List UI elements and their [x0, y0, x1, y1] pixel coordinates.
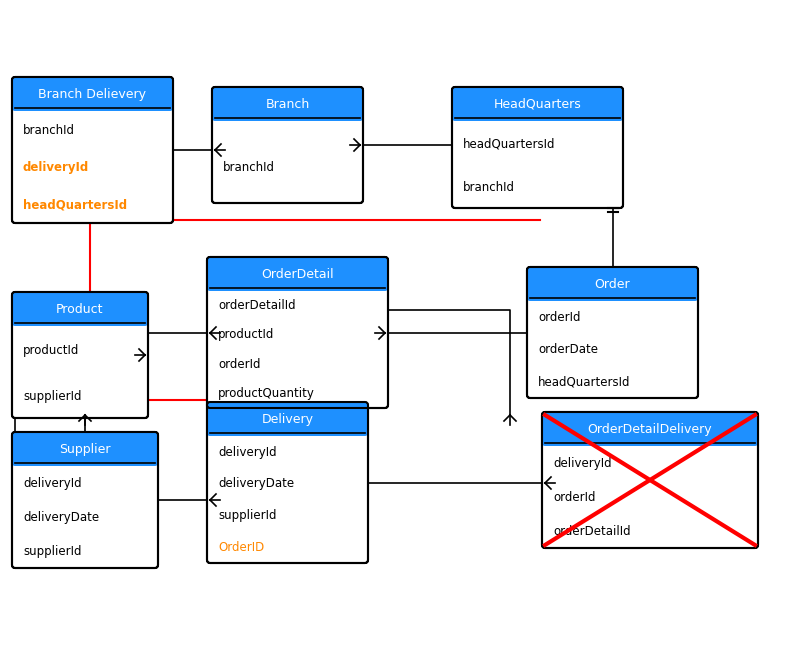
Text: orderDate: orderDate — [538, 343, 598, 356]
FancyBboxPatch shape — [527, 267, 698, 301]
FancyBboxPatch shape — [207, 257, 388, 408]
Text: branchId: branchId — [463, 181, 515, 194]
Text: headQuartersId: headQuartersId — [538, 375, 630, 389]
Text: Delivery: Delivery — [261, 412, 314, 426]
Text: Product: Product — [56, 302, 104, 316]
FancyBboxPatch shape — [212, 87, 363, 203]
Text: supplierId: supplierId — [23, 390, 82, 403]
Text: orderDetailId: orderDetailId — [218, 299, 295, 312]
FancyBboxPatch shape — [212, 87, 363, 121]
Text: orderId: orderId — [218, 357, 261, 371]
Text: deliveryId: deliveryId — [23, 161, 89, 174]
Text: Order: Order — [595, 278, 630, 290]
Text: deliveryDate: deliveryDate — [23, 511, 99, 524]
Text: Supplier: Supplier — [59, 442, 111, 455]
Text: deliveryId: deliveryId — [23, 477, 82, 490]
Bar — [530, 270, 695, 298]
FancyBboxPatch shape — [12, 77, 173, 111]
Bar — [15, 295, 145, 323]
FancyBboxPatch shape — [527, 267, 698, 398]
Bar — [215, 90, 360, 118]
FancyBboxPatch shape — [12, 292, 148, 418]
Text: headQuartersId: headQuartersId — [463, 138, 555, 151]
Text: HeadQuarters: HeadQuarters — [493, 97, 581, 111]
Bar — [15, 80, 170, 108]
Text: orderId: orderId — [538, 311, 581, 324]
Text: productId: productId — [218, 328, 274, 341]
Text: productId: productId — [23, 344, 79, 357]
Text: productQuantity: productQuantity — [218, 387, 315, 400]
Text: OrderDetail: OrderDetail — [261, 267, 333, 280]
Bar — [210, 405, 365, 433]
Text: orderId: orderId — [553, 491, 596, 504]
Bar — [545, 415, 755, 443]
FancyBboxPatch shape — [12, 77, 173, 223]
Text: Branch: Branch — [265, 97, 310, 111]
Text: branchId: branchId — [223, 160, 275, 174]
Text: deliveryId: deliveryId — [218, 446, 276, 459]
Bar — [455, 90, 620, 118]
FancyBboxPatch shape — [542, 412, 758, 446]
Text: deliveryId: deliveryId — [553, 457, 611, 470]
FancyBboxPatch shape — [12, 292, 148, 326]
Text: OrderID: OrderID — [218, 541, 265, 554]
FancyBboxPatch shape — [207, 402, 368, 563]
Text: headQuartersId: headQuartersId — [23, 198, 128, 211]
Bar — [15, 435, 155, 463]
FancyBboxPatch shape — [452, 87, 623, 121]
Text: branchId: branchId — [23, 124, 75, 137]
FancyBboxPatch shape — [542, 412, 758, 548]
FancyBboxPatch shape — [12, 432, 158, 568]
FancyBboxPatch shape — [12, 432, 158, 466]
Text: orderDetailId: orderDetailId — [553, 525, 630, 538]
FancyBboxPatch shape — [207, 402, 368, 436]
Text: OrderDetailDelivery: OrderDetailDelivery — [588, 422, 712, 436]
Text: deliveryDate: deliveryDate — [218, 477, 294, 491]
Text: Branch Delievery: Branch Delievery — [39, 88, 147, 101]
Text: supplierId: supplierId — [218, 509, 276, 522]
Text: supplierId: supplierId — [23, 545, 82, 558]
FancyBboxPatch shape — [207, 257, 388, 291]
FancyBboxPatch shape — [452, 87, 623, 208]
Bar — [210, 260, 385, 288]
